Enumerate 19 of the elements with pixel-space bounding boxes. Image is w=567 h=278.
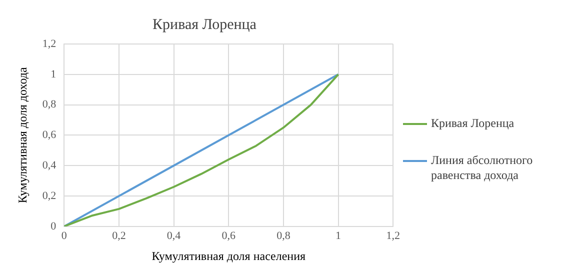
y-tick-label: 0,6 (42, 129, 57, 142)
y-tick-label: 1,2 (42, 38, 56, 50)
x-tick-label: 0 (61, 230, 68, 242)
y-tick-label: 0,2 (42, 190, 56, 202)
legend-label: Кривая Лоренца (431, 116, 514, 130)
y-tick-label: 0,4 (42, 159, 57, 172)
y-tick-label: 0 (50, 220, 57, 232)
legend-label: Линия абсолютного равенства дохода (431, 152, 534, 182)
y-axis-title: Кумулятивная доля дохода (15, 66, 30, 204)
chart-title: Кривая Лоренца (152, 16, 257, 33)
x-tick-label: 0,4 (166, 230, 182, 242)
x-tick-label: 0,2 (112, 230, 126, 242)
x-axis-title: Кумулятивная доля населения (152, 248, 306, 263)
y-tick-label: 0,8 (42, 98, 57, 111)
x-tick-label: 1,2 (386, 230, 400, 242)
x-tick-label: 0,8 (276, 230, 291, 242)
x-tick-label: 0,6 (222, 230, 236, 242)
y-tick-label: 1 (50, 68, 56, 80)
x-tick-label: 1 (336, 230, 342, 242)
